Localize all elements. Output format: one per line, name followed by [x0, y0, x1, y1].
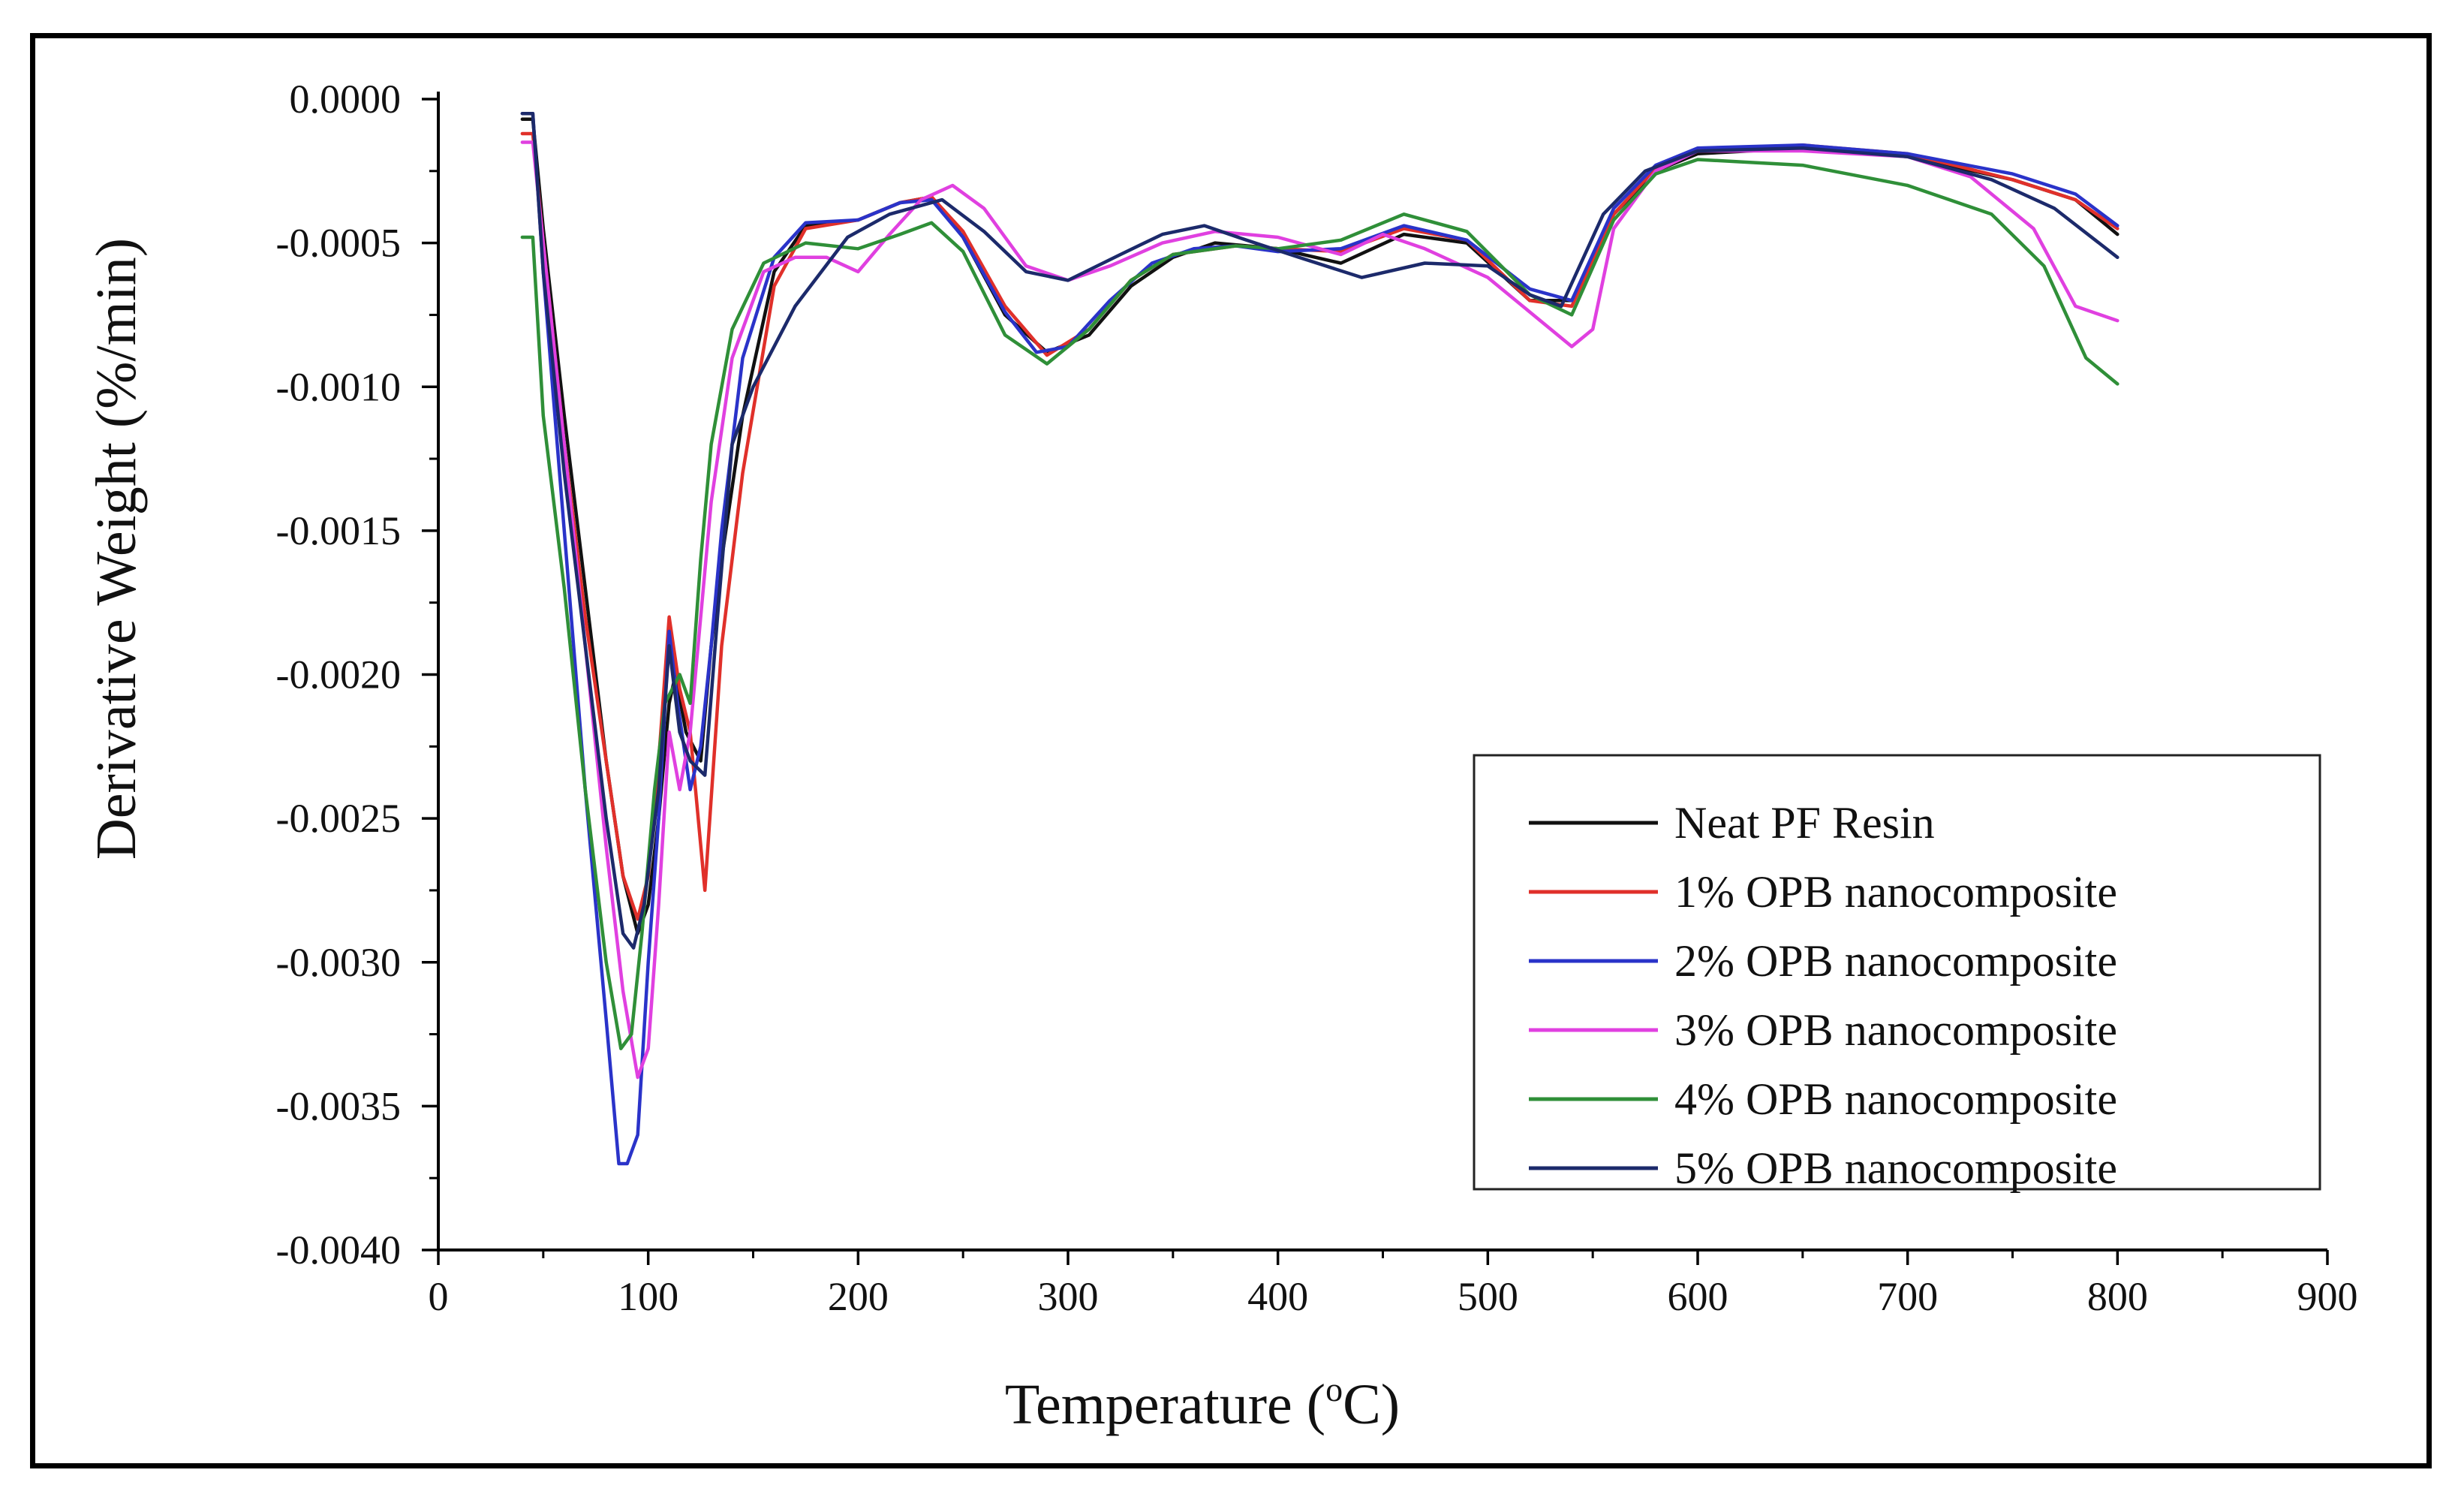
- y-tick-label: -0.0030: [276, 940, 401, 985]
- x-axis-title-main: Temperature (: [1005, 1373, 1325, 1436]
- y-tick-label: -0.0010: [276, 364, 401, 409]
- y-tick-label: -0.0035: [276, 1083, 401, 1128]
- legend-label-6: 5% OPB nanocomposite: [1674, 1143, 2117, 1193]
- series-line-3: [520, 111, 2120, 1166]
- legend-label-2: 1% OPB nanocomposite: [1674, 867, 2117, 917]
- series-line-5: [520, 158, 2120, 1050]
- tick-marks: [422, 98, 2329, 1265]
- series-line-2: [520, 131, 2120, 921]
- series-line-6: [520, 111, 2120, 950]
- x-tick-label: 500: [1458, 1274, 1518, 1319]
- series-line-4: [520, 140, 2120, 1080]
- legend-label-4: 3% OPB nanocomposite: [1674, 1005, 2117, 1055]
- legend-box: [1473, 754, 2321, 1191]
- legend: Neat PF Resin 1% OPB nanocomposite 2% OPB …: [1473, 754, 2321, 1193]
- x-tick-label: 100: [618, 1274, 678, 1319]
- tick-labels: 0 100 200 300 400 500 600 700 800 900 0.0000 -0.000…: [276, 77, 2358, 1319]
- x-axis-title: Temperature (oC): [1005, 1370, 1400, 1436]
- x-tick-label: 300: [1038, 1274, 1099, 1319]
- x-tick-label: 400: [1247, 1274, 1308, 1319]
- x-tick-label: 0: [429, 1274, 449, 1319]
- legend-label-3: 2% OPB nanocomposite: [1674, 936, 2117, 986]
- x-tick-label: 600: [1668, 1274, 1728, 1319]
- legend-label-1: Neat PF Resin: [1674, 798, 1935, 848]
- x-tick-label: 200: [828, 1274, 889, 1319]
- x-tick-label: 700: [1877, 1274, 1938, 1319]
- y-tick-label: -0.0005: [276, 221, 401, 266]
- y-tick-label: -0.0020: [276, 652, 401, 697]
- y-tick-label: -0.0015: [276, 508, 401, 553]
- x-axis-title-unit: C): [1343, 1373, 1400, 1436]
- series-lines: [520, 111, 2120, 1166]
- y-tick-label: -0.0025: [276, 796, 401, 841]
- y-axis-title: Derivative Weight (%/min): [85, 238, 148, 860]
- tga-derivative-chart: 0 100 200 300 400 500 600 700 800 900 0.0000 -0.000…: [85, 77, 2358, 1436]
- figure-frame: 0 100 200 300 400 500 600 700 800 900 0.0000 -0.000…: [30, 33, 2432, 1468]
- legend-label-5: 4% OPB nanocomposite: [1674, 1074, 2117, 1124]
- x-axis-title-degree: o: [1325, 1370, 1343, 1408]
- x-tick-label: 800: [2087, 1274, 2148, 1319]
- y-tick-label: -0.0040: [276, 1227, 401, 1273]
- y-tick-label: 0.0000: [290, 77, 402, 122]
- x-tick-label: 900: [2297, 1274, 2358, 1319]
